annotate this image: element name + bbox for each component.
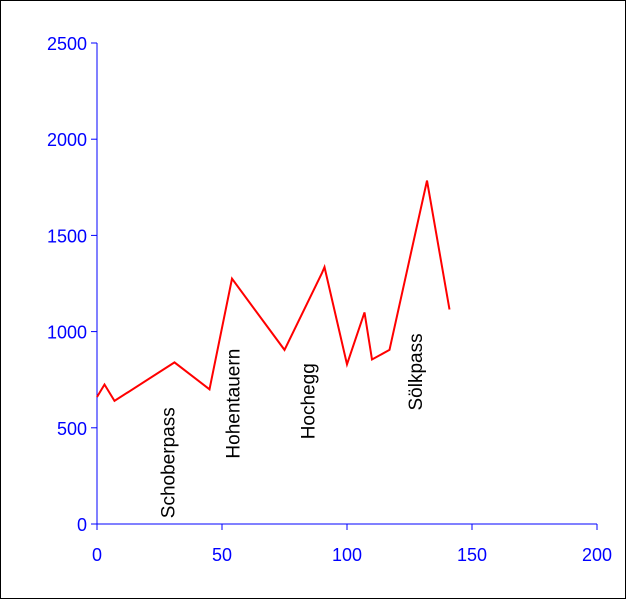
x-tick-label: 100 [332,545,362,565]
y-tick-label: 0 [77,515,87,535]
y-tick-label: 500 [57,419,87,439]
pass-annotation: Hochegg [299,363,320,439]
y-tick-label: 2500 [47,34,87,54]
y-tick-label: 1500 [47,226,87,246]
pass-annotation: Hohentauern [224,349,245,459]
pass-annotation: Schoberpass [159,407,180,518]
x-tick-label: 50 [212,545,232,565]
x-tick-label: 0 [92,545,102,565]
pass-annotation: Sölkpass [406,333,427,410]
y-tick-label: 1000 [47,323,87,343]
series-line [96,180,451,403]
y-tick-label: 2000 [47,130,87,150]
x-tick-label: 150 [457,545,487,565]
x-tick-label: 200 [582,545,612,565]
